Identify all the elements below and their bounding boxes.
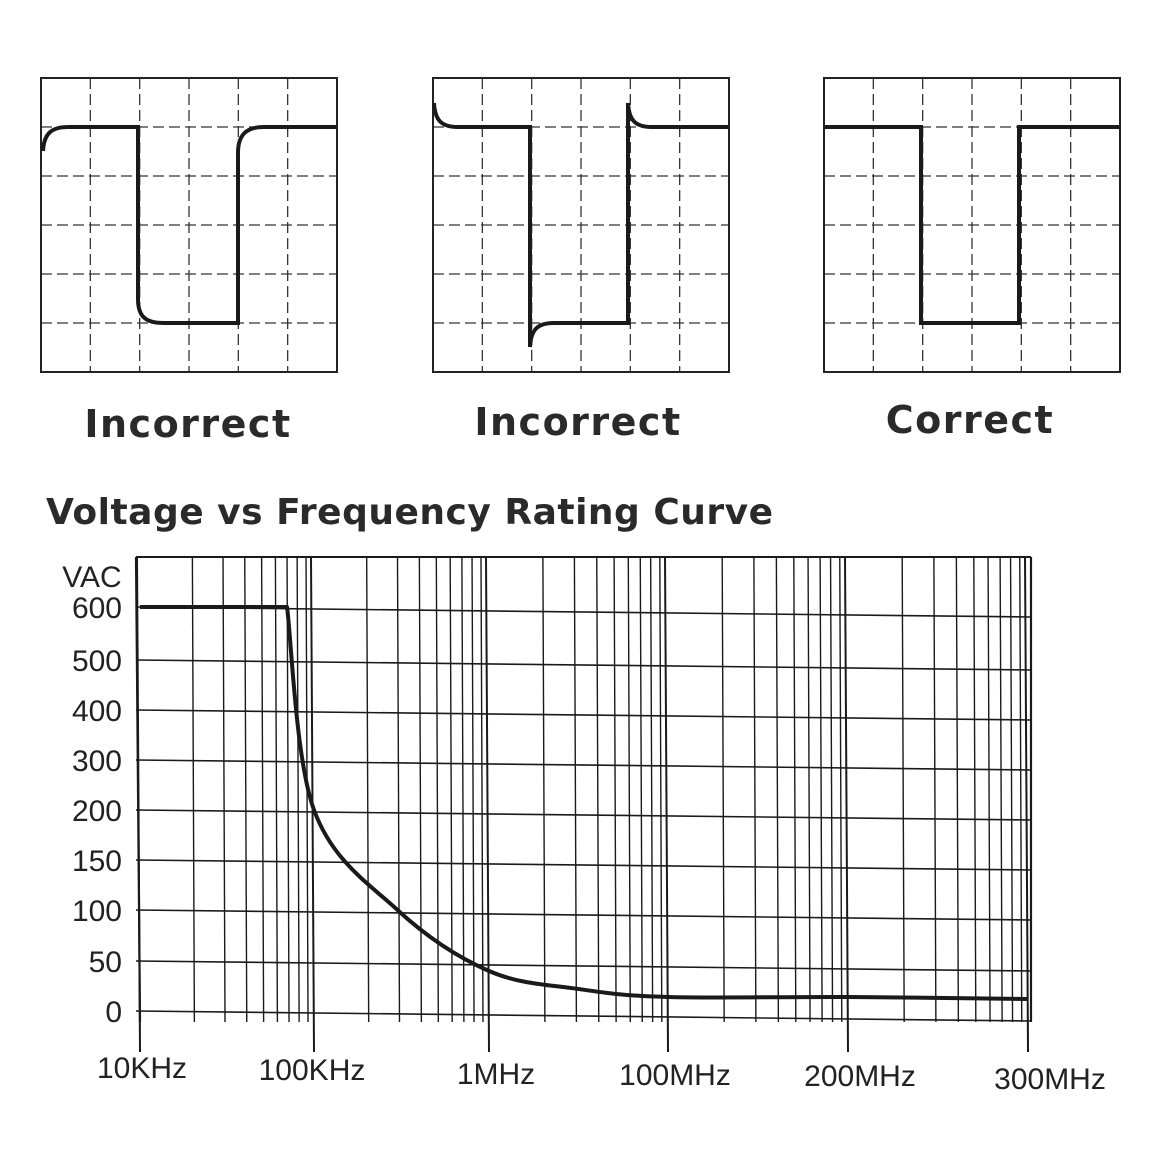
grid-line-major [485,556,490,1053]
grid-line-v [613,556,617,1023]
grid-line-v [999,556,1003,1023]
scope-label-1: Incorrect [84,402,292,446]
rating-curve-line [140,605,1029,1001]
grid-line-h [135,960,1032,972]
grid-line-v [793,556,797,1023]
x-tick-label: 300MHz [994,1063,1106,1096]
grid-line-h [135,909,1032,921]
grid-line-v [260,556,265,1023]
grid-line-v [753,556,757,1023]
grid-line-v [901,556,905,1023]
chart-title: Voltage vs Frequency Rating Curve [46,492,774,533]
grid-line-v [933,556,937,1023]
grid-line-h [135,659,1032,671]
y-tick-label: 600 [72,592,122,625]
grid-line-v [987,556,991,1023]
x-tick-label: 100MHz [619,1059,731,1092]
grid-line-v [542,556,546,1023]
scope-frame [40,77,338,373]
scope-panel-3 [823,77,1121,373]
x-tick-label: 100KHz [259,1054,366,1087]
grid-line-v [659,556,663,1023]
grid-line-v [449,556,453,1023]
grid-line-v [461,556,465,1023]
grid-line-v [573,556,578,1023]
grid-line-v [222,556,226,1023]
scope-screen-1 [40,77,338,373]
scope-screen-2 [432,77,730,373]
y-axis-unit-label: VAC [62,561,121,594]
chart-grid [134,556,1033,1053]
x-tick-label: 200MHz [804,1060,916,1093]
y-tick-label: 500 [72,645,122,678]
grid-line-v [775,556,780,1023]
x-tick-label: 10KHz [97,1052,187,1085]
grid-line-v [286,556,290,1023]
y-tick-label: 200 [72,795,122,828]
grid-line-v [955,556,960,1023]
grid-line-v [480,556,484,1023]
grid-line-major [664,556,669,1053]
grid-line-v [839,556,843,1023]
axis-y-line [134,556,142,1023]
scope-screen-3 [823,77,1121,373]
grid-line-h [135,1010,1032,1022]
grid-line-v [639,556,643,1023]
scope-label-3: Correct [885,398,1055,442]
grid-line-h [135,709,1032,721]
y-tick-label: 50 [89,946,122,979]
y-tick-label: 100 [72,895,122,928]
grid-line-v [418,556,423,1023]
scope-trace-1 [41,125,336,325]
grid-line-v [627,556,631,1023]
x-tick-label: 1MHz [457,1058,535,1091]
y-tick-label: 150 [72,845,122,878]
grid-line-h [135,759,1032,771]
grid-line-v [973,556,977,1023]
grid-line-h [135,809,1032,821]
y-tick-label: 400 [72,695,122,728]
grid-line-v [471,556,475,1023]
y-tick-label: 0 [105,996,122,1029]
scope-panel-1 [40,77,338,373]
grid-line-v [296,556,300,1023]
grid-line-v [721,556,725,1023]
y-tick-label: 300 [72,745,122,778]
grid-line-v [807,556,811,1023]
grid-line-v [819,556,823,1023]
grid-line-major [844,556,849,1053]
grid-line-h [135,859,1032,871]
grid-line-v [649,556,654,1023]
grid-line-v [1009,556,1014,1023]
grid-line-major [1024,556,1029,1053]
scope-trace-2 [432,102,728,348]
scope-panel-2 [432,77,730,373]
grid-line-v [191,556,196,1023]
scope-trace-3 [825,125,1119,325]
scope-frame [432,77,730,373]
scope-frame [823,77,1121,373]
scope-label-2: Incorrect [474,400,682,444]
grid-line-v [829,556,834,1023]
grid-line-v [396,556,401,1023]
grid-line-v [596,556,600,1023]
grid-line-v [1019,556,1023,1023]
grid-line-v [244,556,248,1023]
grid-line-v [435,556,440,1023]
grid-line-v [274,556,279,1023]
grid-line-v [365,556,370,1023]
